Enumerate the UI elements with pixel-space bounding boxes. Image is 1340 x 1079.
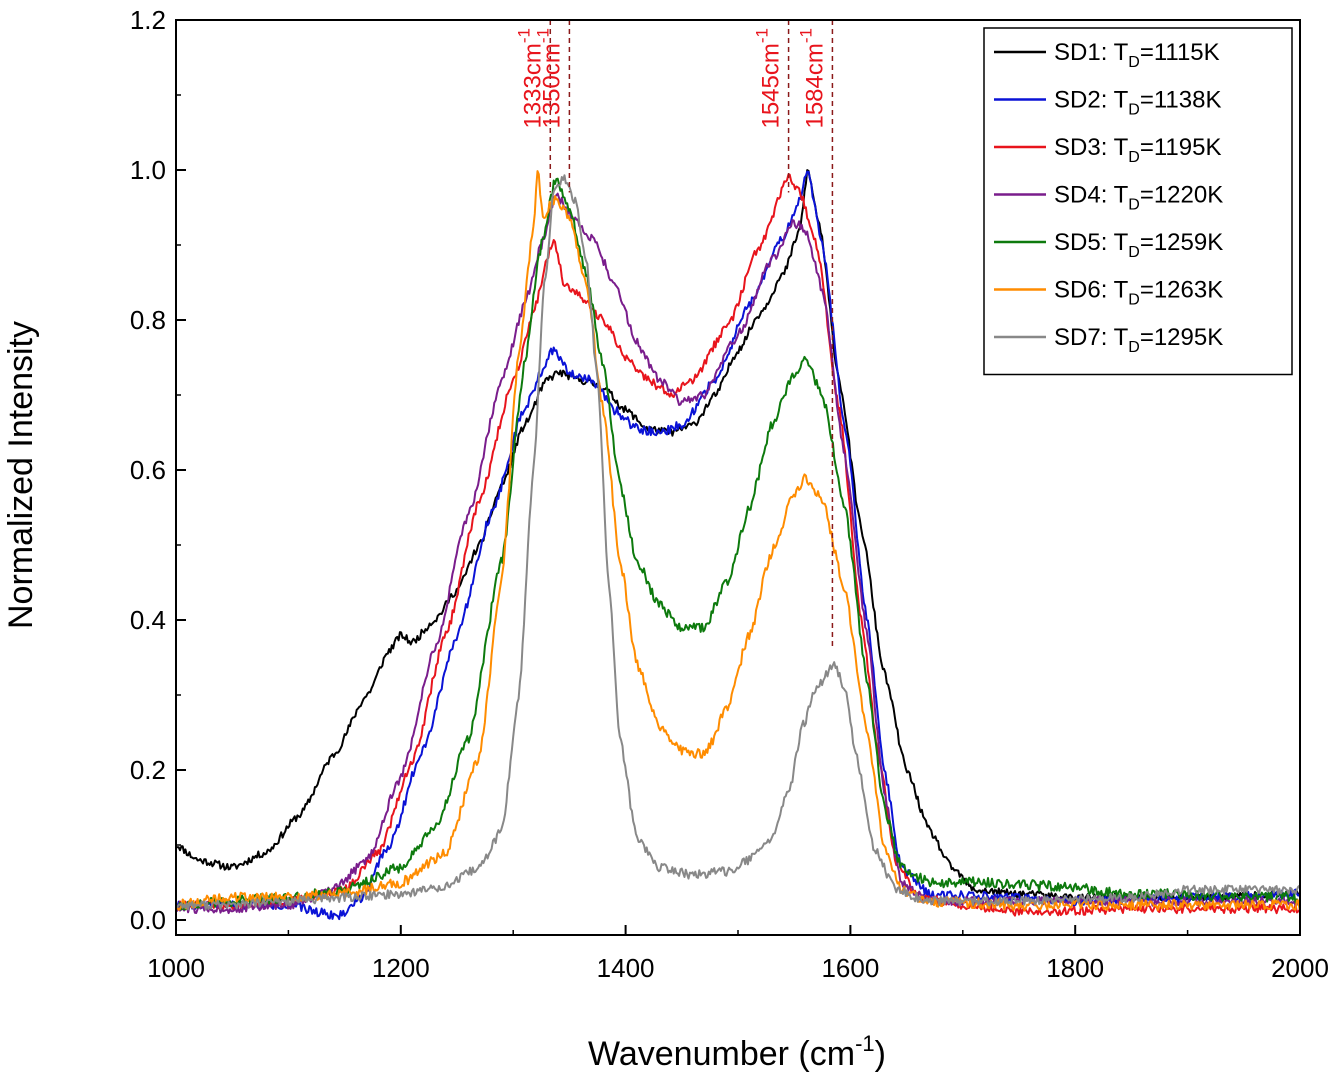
tick-layer: 1000 1200 1400 1600 1800 2000 0.0 0.2 0.4 0.6 0.8 1… xyxy=(130,5,1329,983)
legend-entry: SD7: TD=1295K xyxy=(1054,324,1223,356)
x-tick-label: 1400 xyxy=(597,953,655,983)
legend-entry: SD3: TD=1195K xyxy=(1054,134,1221,166)
annotation-label: 1333cm-1 xyxy=(514,28,546,129)
series-line-sd5 xyxy=(175,177,1301,911)
y-tick-label: 0.2 xyxy=(130,755,166,785)
legend-entry: SD6: TD=1263K xyxy=(1054,277,1223,309)
legend: SD1: TD=1115K SD2: TD=1138K SD3: TD=1195K S… xyxy=(983,27,1293,376)
series-line-sd6 xyxy=(175,170,1301,912)
annotation-label: 1584cm-1 xyxy=(796,28,828,129)
y-tick-label: 1.2 xyxy=(130,5,166,35)
y-tick-label: 0.6 xyxy=(130,455,166,485)
x-tick-label: 1800 xyxy=(1046,953,1104,983)
x-tick-label: 2000 xyxy=(1271,953,1329,983)
series-line-sd3 xyxy=(175,173,1301,917)
y-axis-title: Normalized Intensity xyxy=(2,321,40,629)
legend-entry: SD2: TD=1138K xyxy=(1054,87,1221,119)
x-tick-label: 1600 xyxy=(821,953,879,983)
legend-entry: SD1: TD=1115K xyxy=(1054,39,1220,71)
annotation-label: 1350cm-1 xyxy=(533,28,565,129)
x-tick-label: 1200 xyxy=(372,953,430,983)
x-axis-title: Wavenumber (cm-1) xyxy=(588,1031,886,1073)
series-line-sd7 xyxy=(176,174,1301,911)
legend-entry: SD4: TD=1220K xyxy=(1054,182,1223,214)
y-tick-label: 0.0 xyxy=(130,905,166,935)
legend-box xyxy=(983,27,1293,376)
legend-entry: SD5: TD=1259K xyxy=(1054,229,1223,261)
y-tick-label: 0.4 xyxy=(130,605,166,635)
y-tick-label: 0.8 xyxy=(130,305,166,335)
x-tick-label: 1000 xyxy=(147,953,205,983)
annotation-label: 1545cm-1 xyxy=(753,28,785,129)
series-layer xyxy=(175,169,1301,921)
y-tick-label: 1.0 xyxy=(130,155,166,185)
